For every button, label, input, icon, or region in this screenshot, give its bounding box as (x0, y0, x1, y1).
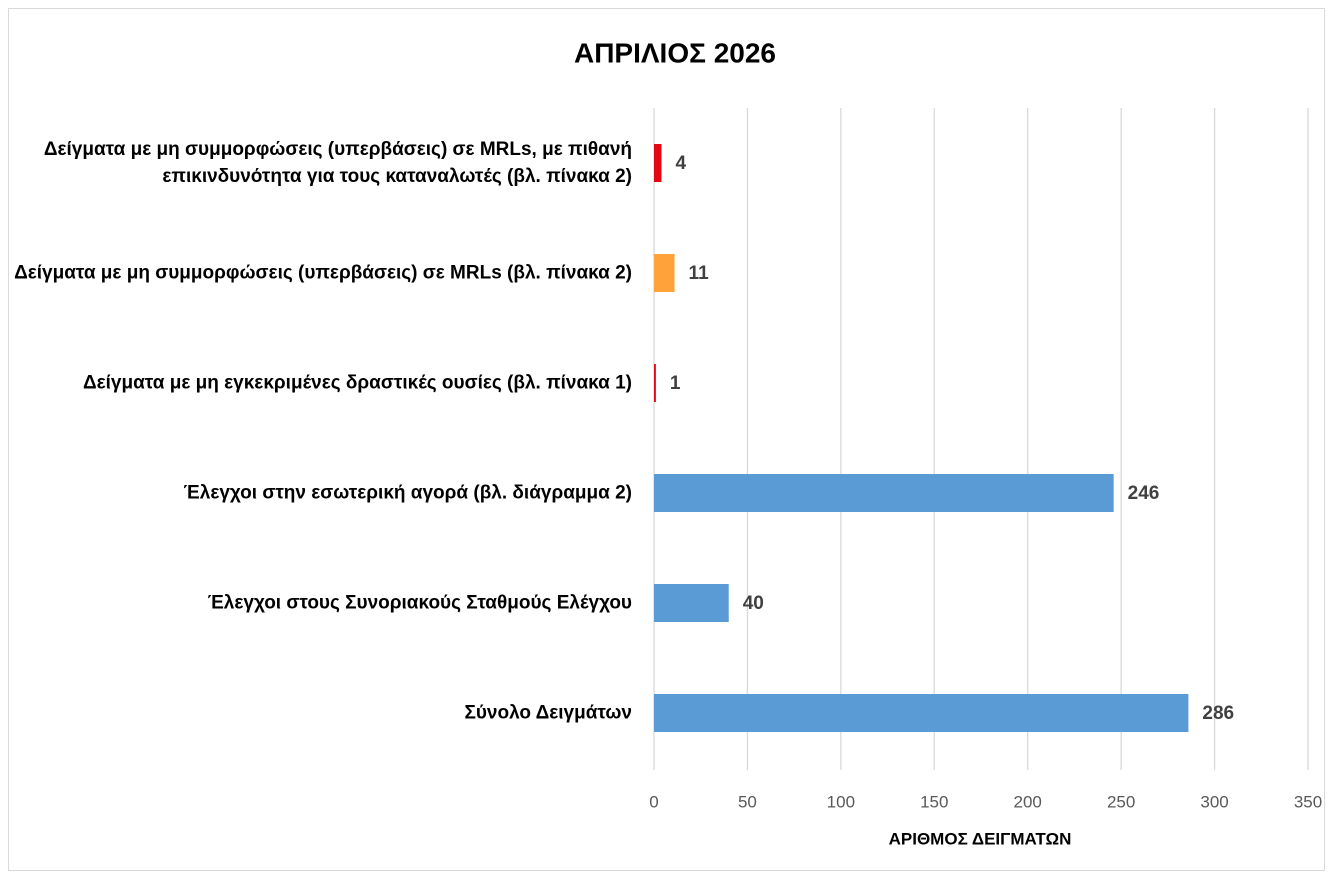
bar (654, 584, 729, 622)
y-tick-label: Δείγματα με μη συμμορφώσεις (υπερβάσεις)… (43, 139, 632, 187)
data-label: 286 (1202, 703, 1234, 724)
bar (654, 694, 1189, 732)
y-tick-label: Δείγματα με μη συμμορφώσεις (υπερβάσεις)… (14, 262, 632, 284)
x-tick-label: 0 (649, 792, 658, 811)
data-label: 40 (743, 593, 764, 614)
x-tick-label: 300 (1200, 792, 1228, 811)
x-tick-label: 150 (920, 792, 948, 811)
x-tick-label: 50 (738, 792, 757, 811)
x-tick-label: 100 (827, 792, 855, 811)
y-tick-label: Έλεγχοι στους Συνοριακούς Σταθμούς Ελέγχ… (207, 592, 632, 614)
data-label: 1 (670, 373, 681, 394)
y-tick-label: Έλεγχοι στην εσωτερική αγορά (βλ. διάγρα… (183, 482, 632, 504)
chart-title: ΑΠΡΙΛΙΟΣ 2026 (574, 37, 776, 68)
y-tick-label: Σύνολο Δειγμάτων (464, 702, 632, 724)
data-label: 246 (1128, 483, 1160, 504)
x-tick-label: 250 (1107, 792, 1135, 811)
x-tick-label: 350 (1294, 792, 1322, 811)
data-label: 4 (675, 153, 686, 174)
x-tick-label: 200 (1014, 792, 1042, 811)
data-label: 11 (689, 263, 710, 284)
x-axis-title: ΑΡΙΘΜΟΣ ΔΕΙΓΜΑΤΩΝ (889, 829, 1072, 848)
bar (654, 144, 662, 182)
y-tick-label: Δείγματα με μη εγκεκριμένες δραστικές ου… (82, 372, 632, 394)
bar (654, 474, 1114, 512)
bar (654, 254, 675, 292)
bar (654, 364, 656, 402)
